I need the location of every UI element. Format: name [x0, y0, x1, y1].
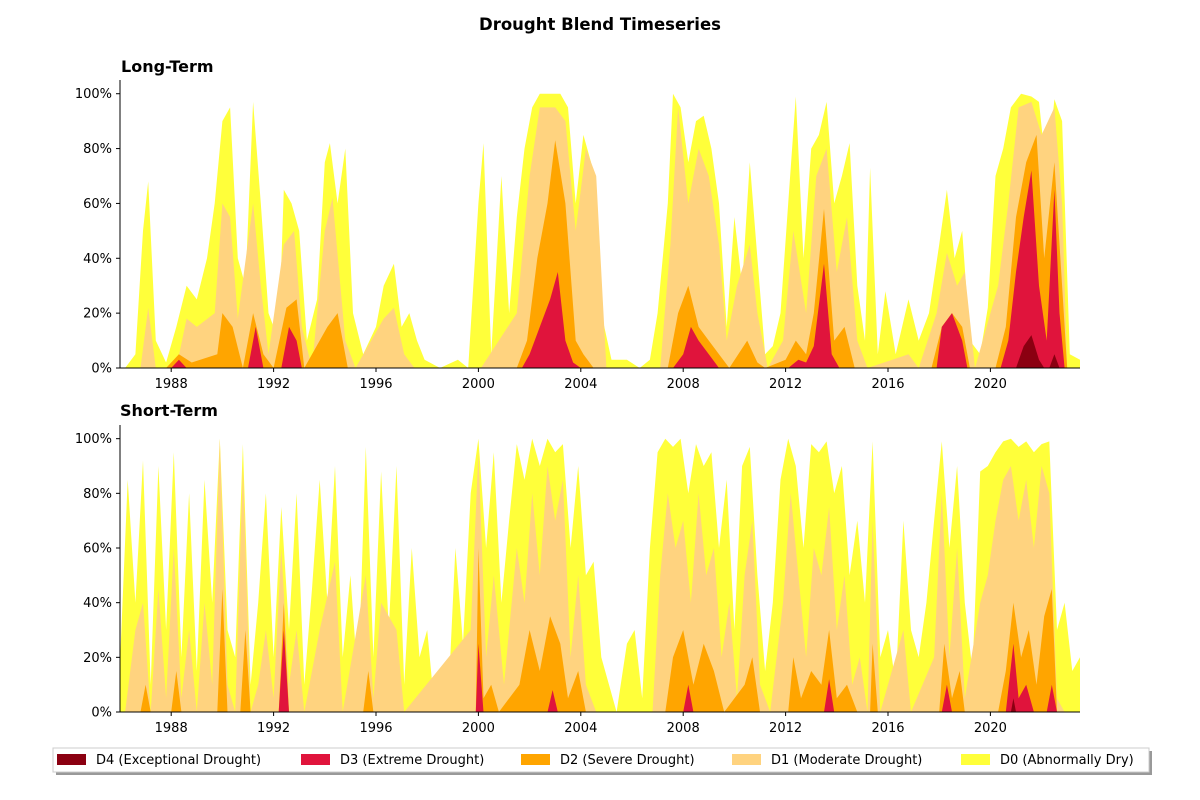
area-d1-long-term	[140, 101, 1068, 369]
y-tick-label-long-term: 80%	[83, 142, 112, 157]
x-tick-label-short-term: 2016	[871, 721, 904, 736]
x-tick-label-long-term: 2000	[462, 377, 495, 392]
legend-label-d2: D2 (Severe Drought)	[560, 753, 695, 768]
x-tick-label-long-term: 1996	[359, 377, 392, 392]
legend-label-d3: D3 (Extreme Drought)	[340, 753, 484, 768]
y-tick-label-short-term: 60%	[83, 542, 112, 557]
x-tick-label-long-term: 2020	[974, 377, 1007, 392]
x-tick-label-short-term: 1996	[359, 721, 392, 736]
y-tick-label-short-term: 80%	[83, 487, 112, 502]
panel-long-term: Long-Term 0% 20% 40% 60% 80% 100% 1988 1992 1996…	[75, 57, 1081, 392]
legend: D4 (Exceptional Drought) D3 (Extreme Drou…	[52, 747, 1152, 775]
legend-label-d4: D4 (Exceptional Drought)	[96, 753, 261, 768]
x-tick-label-long-term: 2012	[769, 377, 802, 392]
legend-items: D4 (Exceptional Drought) D3 (Extreme Drou…	[57, 753, 1134, 768]
y-tick-label-short-term: 40%	[83, 596, 112, 611]
legend-label-d0: D0 (Abnormally Dry)	[1000, 753, 1134, 768]
area-d2-short-term	[140, 548, 1057, 712]
y-tick-label-long-term: 0%	[91, 362, 112, 377]
x-tick-label-short-term: 1992	[257, 721, 290, 736]
y-tick-label-short-term: 20%	[83, 651, 112, 666]
x-tick-label-short-term: 2020	[974, 721, 1007, 736]
axes-short-term: 0% 20% 40% 60% 80% 100% 1988 1992 1996 2000 2004 20…	[75, 425, 1080, 736]
legend-swatch-d2	[521, 754, 550, 765]
panel-title-short-term: Short-Term	[120, 401, 218, 420]
legend-label-d1: D1 (Moderate Drought)	[771, 753, 922, 768]
area-d4-short-term	[1010, 698, 1016, 712]
legend-swatch-d4	[57, 754, 86, 765]
y-tick-label-long-term: 40%	[83, 252, 112, 267]
x-tick-label-short-term: 2000	[462, 721, 495, 736]
y-tick-label-short-term: 100%	[75, 432, 112, 447]
x-tick-label-long-term: 1988	[155, 377, 188, 392]
legend-swatch-d1	[732, 754, 761, 765]
axes-long-term: 0% 20% 40% 60% 80% 100% 1988 1992 1996 2000 2004 20…	[75, 80, 1080, 392]
x-tick-label-short-term: 2004	[564, 721, 597, 736]
y-tick-label-short-term: 0%	[91, 706, 112, 721]
y-tick-label-long-term: 60%	[83, 197, 112, 212]
figure-title: Drought Blend Timeseries	[479, 15, 721, 34]
x-tick-label-short-term: 1988	[155, 721, 188, 736]
x-tick-label-short-term: 2012	[769, 721, 802, 736]
panel-title-long-term: Long-Term	[121, 57, 214, 76]
x-tick-label-long-term: 2008	[667, 377, 700, 392]
legend-swatch-d0	[961, 754, 990, 765]
panel-short-term: Short-Term 0% 20% 40% 60% 80% 100% 1988 1992 199…	[75, 401, 1080, 736]
x-tick-label-long-term: 1992	[257, 377, 290, 392]
y-tick-label-long-term: 100%	[75, 87, 112, 102]
area-layers-long-term	[125, 93, 1081, 369]
y-tick-label-long-term: 20%	[83, 307, 112, 322]
x-tick-label-long-term: 2016	[871, 377, 904, 392]
x-tick-label-long-term: 2004	[564, 377, 597, 392]
legend-swatch-d3	[301, 754, 330, 765]
x-tick-label-short-term: 2008	[667, 721, 700, 736]
area-layers-short-term	[120, 438, 1080, 712]
